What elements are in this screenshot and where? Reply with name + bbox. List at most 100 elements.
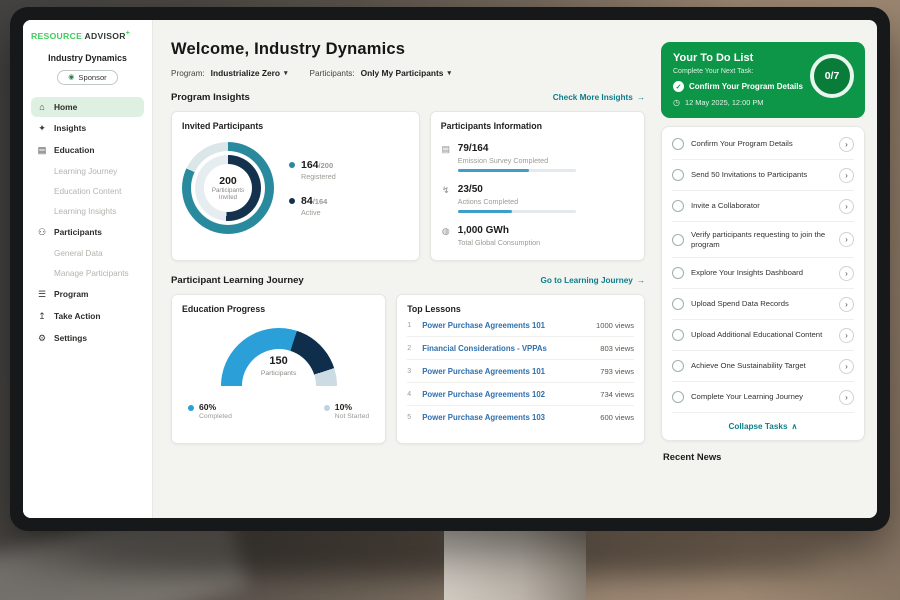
legend-label: Registered (301, 172, 336, 181)
participants-information-card: Participants Information ▤ 79/164 Emissi… (429, 111, 645, 261)
task-checkbox[interactable] (672, 233, 684, 246)
sponsor-badge[interactable]: ◉ Sponsor (57, 69, 118, 85)
education-progress-card: Education Progress 150 Participants (171, 294, 387, 444)
info-label: Total Global Consumption (457, 237, 541, 247)
take-action-icon: ↥ (38, 310, 46, 321)
task-checkbox[interactable] (672, 200, 684, 212)
sidebar-item-learning-journey[interactable]: Learning Journey (31, 162, 144, 181)
task-checkbox[interactable] (672, 360, 684, 372)
chevron-right-icon[interactable]: › (839, 232, 854, 247)
lesson-rank: 2 (407, 344, 412, 352)
page-title: Welcome, Industry Dynamics (171, 40, 406, 58)
info-row-emission-survey: ▤ 79/164 Emission Survey Completed (441, 143, 634, 172)
task-label: Verify participants requesting to join t… (691, 229, 826, 249)
task-label: Confirm Your Program Details (691, 139, 793, 148)
todo-tasks-card: Confirm Your Program Details › Send 50 I… (661, 126, 865, 441)
progress-track (457, 209, 576, 213)
legend-item-completed: 60% Completed (188, 402, 232, 420)
invited-participants-donut: 200 Participants Invited (182, 142, 274, 234)
sidebar-item-insights[interactable]: ✦ Insights (31, 118, 144, 139)
sidebar-item-label: General Data (54, 248, 103, 258)
invited-participants-card: Invited Participants 200 Participants In… (171, 111, 420, 261)
task-row: Invite a Collaborator › (672, 191, 854, 222)
legend-total: /164 (312, 197, 328, 206)
collapse-tasks-button[interactable]: Collapse Tasks ∧ (672, 413, 854, 436)
chevron-right-icon[interactable]: › (839, 136, 854, 152)
lesson-views: 734 views (600, 389, 634, 399)
sidebar-item-education[interactable]: ▤ Education (31, 140, 144, 161)
survey-icon: ▤ (441, 144, 451, 154)
lesson-title-link[interactable]: Financial Considerations - VPPAs (422, 343, 547, 353)
sidebar-item-label: Program (54, 289, 89, 300)
legend-value: 84 (301, 195, 313, 207)
monitor-stand (444, 528, 586, 600)
todo-progress-ring: 0/7 (810, 54, 854, 98)
donut-center-caption: Participants Invited (211, 186, 245, 201)
program-insights-title: Program Insights (171, 92, 250, 103)
chevron-right-icon[interactable]: › (839, 265, 854, 281)
participants-select[interactable]: Only My Participants ▾ (361, 68, 451, 78)
sidebar-item-label: Education Content (54, 186, 122, 196)
sidebar-item-general-data[interactable]: General Data (31, 244, 144, 263)
chevron-right-icon[interactable]: › (839, 296, 854, 312)
participants-icon: ⚇ (37, 226, 47, 237)
info-value: 79/164 (457, 143, 489, 154)
education-progress-gauge: 150 Participants (220, 328, 337, 444)
legend-value: 10% (334, 402, 352, 412)
chevron-right-icon[interactable]: › (839, 167, 854, 183)
sidebar-item-take-action[interactable]: ↥ Take Action (31, 306, 144, 327)
task-checkbox[interactable] (672, 267, 684, 279)
task-checkbox[interactable] (672, 169, 684, 181)
sidebar-item-learning-insights[interactable]: Learning Insights (31, 202, 144, 221)
recent-news-title: Recent News (663, 451, 722, 462)
chevron-right-icon[interactable]: › (839, 389, 854, 405)
info-value: 1,000 GWh (457, 225, 509, 236)
task-row: Upload Spend Data Records › (672, 289, 854, 320)
chevron-up-icon: ∧ (791, 422, 798, 431)
info-row-consumption: ◍ 1,000 GWh Total Global Consumption (441, 225, 634, 247)
todo-next-task[interactable]: ✓ Confirm Your Program Details (673, 81, 809, 92)
lesson-title-link[interactable]: Power Purchase Agreements 102 (422, 389, 545, 399)
sidebar-item-manage-participants[interactable]: Manage Participants (31, 264, 144, 283)
task-checkbox[interactable] (672, 329, 684, 341)
task-row: Upload Additional Educational Content › (672, 320, 854, 351)
sidebar-item-label: Settings (54, 333, 88, 344)
check-more-insights-link[interactable]: Check More Insights → (553, 93, 645, 102)
task-checkbox[interactable] (672, 391, 684, 403)
legend-item-active: 84/164 Active (289, 195, 336, 217)
task-label: Achieve One Sustainability Target (691, 361, 806, 370)
lesson-title-link[interactable]: Power Purchase Agreements 101 (422, 366, 545, 376)
chevron-right-icon[interactable]: › (839, 358, 854, 374)
chevron-right-icon[interactable]: › (839, 327, 854, 343)
task-row: Confirm Your Program Details › (672, 129, 854, 160)
participants-select-value: Only My Participants (360, 68, 444, 78)
lesson-views: 1000 views (596, 320, 634, 330)
program-select[interactable]: Industrialize Zero ▾ (211, 68, 288, 78)
gauge-center-label: 150 Participants (221, 355, 337, 377)
sidebar-item-program[interactable]: ☰ Program (31, 284, 144, 305)
task-checkbox[interactable] (672, 138, 684, 150)
sidebar-item-participants[interactable]: ⚇ Participants (31, 222, 144, 243)
legend-value: 60% (199, 402, 217, 412)
learning-journey-header: Participant Learning Journey Go to Learn… (171, 275, 645, 286)
lesson-title-link[interactable]: Power Purchase Agreements 103 (422, 412, 545, 422)
legend-total: /200 (318, 161, 334, 170)
chevron-right-icon[interactable]: › (839, 198, 854, 214)
go-to-learning-journey-link[interactable]: Go to Learning Journey → (540, 276, 645, 285)
task-row: Explore Your Insights Dashboard › (672, 258, 854, 289)
sidebar-item-home[interactable]: ⌂ Home (31, 96, 144, 117)
sidebar-item-settings[interactable]: ⚙ Settings (31, 328, 144, 349)
clock-icon: ◷ (673, 98, 680, 107)
progress-track (457, 168, 576, 172)
sidebar-item-label: Learning Journey (54, 166, 118, 176)
lesson-rank: 4 (407, 390, 412, 398)
donut-center-label: 200 Participants Invited (204, 164, 252, 212)
sidebar-item-education-content[interactable]: Education Content (31, 182, 144, 201)
donut-legend: 164/200 Registered 84/164 Active (289, 159, 336, 217)
legend-dot-teal (289, 162, 295, 168)
task-label: Upload Additional Educational Content (691, 330, 823, 339)
arrow-right-icon: → (636, 276, 645, 285)
insights-icon: ✦ (38, 122, 46, 133)
task-checkbox[interactable] (672, 298, 684, 310)
lesson-title-link[interactable]: Power Purchase Agreements 101 (422, 320, 545, 330)
